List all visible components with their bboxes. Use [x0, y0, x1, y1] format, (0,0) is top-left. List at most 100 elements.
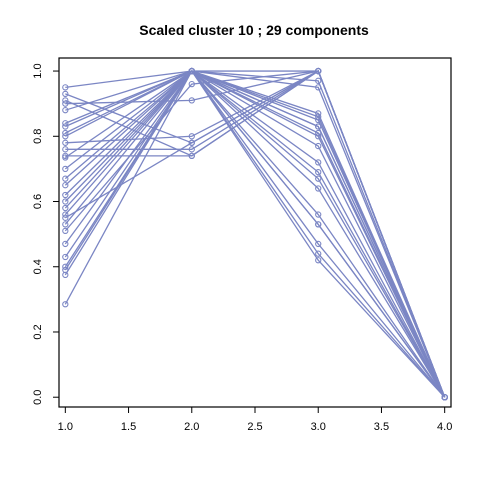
x-tick-label-5: 3.0	[311, 421, 326, 433]
series-line-9	[65, 70, 446, 398]
x-axis: 1.0 1.5 2.0 2.5 3.0 3.5 4.0	[58, 406, 452, 433]
series-2-point-1	[62, 90, 69, 98]
series-line-16	[64, 70, 446, 398]
y-axis: 0.0 0.2 0.4 0.6 0.8 1.0	[32, 63, 60, 405]
series-8-point-3	[315, 211, 322, 218]
series-line-24	[64, 70, 446, 398]
series-7-point-1	[62, 123, 69, 130]
x-tick-label-6: 3.5	[374, 421, 389, 433]
series-17-point-3	[315, 129, 322, 137]
series-17-point-1	[62, 204, 69, 212]
series-16-point-1	[62, 198, 69, 205]
y-tick-label-4: 0.6	[32, 194, 44, 209]
series-20-point-1	[62, 227, 69, 235]
series-10-point-2	[188, 133, 195, 140]
series-9-point-3	[315, 185, 322, 192]
series-1-point-1	[62, 84, 69, 91]
series-6-point-1	[62, 120, 69, 127]
series-19-point-3	[315, 116, 322, 124]
series-21-point-1	[62, 240, 69, 248]
series-line-28	[64, 70, 446, 398]
series-15-point-1	[62, 191, 69, 199]
series-13-point-3	[315, 169, 322, 176]
series-27-point-2	[188, 146, 195, 153]
series-line-8	[65, 70, 446, 398]
series-29-point-4	[441, 394, 448, 401]
x-tick-label-2: 1.5	[121, 421, 136, 433]
series-29-point-1	[62, 214, 69, 221]
series-line-14	[64, 70, 446, 398]
series-3-point-1	[62, 97, 69, 104]
series-18-point-1	[62, 211, 69, 218]
series-line-5	[65, 70, 446, 398]
series-28-point-2	[188, 67, 195, 75]
series-5-point-3	[315, 250, 322, 257]
series-22-point-1	[62, 253, 69, 261]
series-line-23	[64, 70, 446, 398]
series-line-1	[65, 70, 446, 398]
series-14-point-1	[62, 182, 69, 189]
series-29-point-2	[188, 139, 195, 146]
series-line-27	[65, 70, 446, 398]
series-25-point-3	[315, 221, 322, 228]
series-15-point-3	[315, 142, 322, 150]
series-16-point-3	[315, 133, 322, 140]
series-29-point-3	[315, 67, 322, 75]
series-20-point-2	[188, 80, 195, 88]
series-line-12	[64, 70, 446, 398]
series-line-21	[64, 70, 446, 398]
series-line-4	[65, 70, 446, 398]
series-line-20	[64, 70, 446, 398]
series-26-point-1	[62, 301, 69, 308]
series-8-point-1	[62, 129, 69, 137]
x-tick-label-1: 1.0	[58, 421, 73, 433]
series-21-point-3	[315, 110, 322, 117]
series-4-point-2	[188, 97, 195, 104]
series-line-17	[64, 70, 446, 398]
series-22-point-3	[315, 84, 322, 91]
y-tick-label-2: 0.2	[32, 324, 44, 339]
plot-lines	[64, 69, 446, 398]
series-line-29	[64, 70, 446, 398]
series-19-point-1	[62, 221, 69, 228]
series-25-point-1	[62, 271, 69, 279]
series-28-point-3	[315, 113, 322, 120]
series-6-point-3	[315, 240, 322, 248]
series-line-22	[64, 70, 446, 398]
series-line-13	[64, 70, 446, 398]
series-9-point-1	[62, 133, 69, 140]
series-line-6	[65, 70, 446, 398]
y-tick-label-1: 0.0	[32, 390, 44, 405]
series-14-point-3	[315, 159, 322, 166]
x-tick-label-7: 4.0	[437, 421, 452, 433]
series-line-7	[65, 70, 446, 398]
series-27-point-1	[62, 146, 69, 153]
chart-title: Scaled cluster 10 ; 29 components	[139, 22, 369, 38]
series-line-25	[64, 69, 446, 398]
y-tick-label-6: 1.0	[32, 63, 44, 78]
y-tick-label-3: 0.4	[32, 259, 44, 274]
series-line-2	[65, 70, 446, 398]
plot-points	[62, 67, 448, 401]
x-tick-label-4: 2.5	[247, 421, 262, 433]
series-23-point-1	[62, 263, 69, 270]
series-5-point-1	[62, 107, 69, 114]
series-11-point-2	[188, 152, 195, 160]
series-12-point-3	[315, 175, 322, 182]
series-line-18	[64, 70, 446, 398]
series-line-26	[64, 70, 446, 398]
series-10-point-1	[62, 139, 69, 146]
series-23-point-3	[315, 77, 322, 84]
series-4-point-1	[62, 100, 69, 107]
series-line-15	[64, 70, 446, 398]
series-26-point-3	[315, 123, 322, 130]
y-tick-label-5: 0.8	[32, 129, 44, 144]
series-13-point-1	[62, 175, 69, 182]
series-12-point-1	[62, 154, 69, 161]
x-tick-label-3: 2.0	[184, 421, 199, 433]
series-28-point-1	[62, 165, 69, 173]
series-1-point-3	[315, 257, 322, 264]
series-line-3	[65, 70, 446, 398]
series-line-19	[64, 70, 446, 398]
